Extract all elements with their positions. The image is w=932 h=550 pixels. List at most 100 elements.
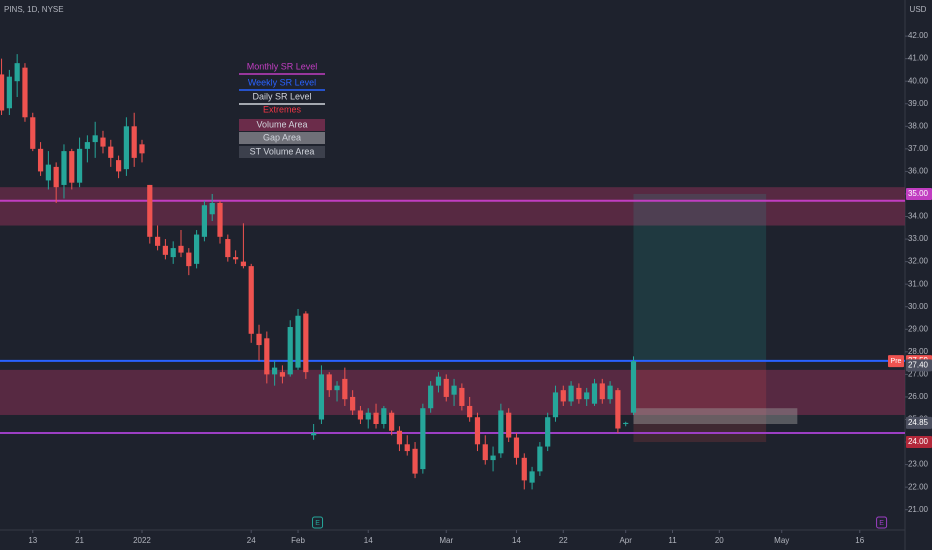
candle-body xyxy=(334,385,340,391)
candle-body xyxy=(123,126,129,170)
candle-body xyxy=(537,446,543,472)
candle-body xyxy=(420,408,426,470)
price-label: 27.40 xyxy=(908,360,929,369)
candle-body xyxy=(233,257,239,260)
candle-body xyxy=(435,376,442,386)
candle-body xyxy=(630,361,637,413)
price-label-bg xyxy=(906,436,932,449)
y-tick-label: 32.00 xyxy=(908,257,929,266)
x-tick-label: 14 xyxy=(512,536,521,545)
candle-body xyxy=(474,417,481,445)
projection-box xyxy=(633,408,798,424)
x-tick-label: 16 xyxy=(855,536,864,545)
y-tick-label: 39.00 xyxy=(908,99,929,108)
candle-body xyxy=(568,385,574,402)
candle-body xyxy=(84,142,90,149)
candle-body xyxy=(396,430,403,445)
candle-body xyxy=(311,433,317,436)
candle-body xyxy=(108,146,114,158)
candle-body xyxy=(490,455,496,461)
candle-body xyxy=(53,166,59,188)
candle-body xyxy=(45,164,51,181)
candle-body xyxy=(194,234,200,264)
y-tick-label: 40.00 xyxy=(908,76,929,85)
candle-body xyxy=(303,313,309,373)
candle-body xyxy=(326,374,332,391)
candle-body xyxy=(607,385,613,400)
candle-body xyxy=(115,160,122,172)
candle-body xyxy=(264,338,270,375)
y-tick-label: 30.00 xyxy=(908,302,929,311)
candle-body xyxy=(287,327,293,375)
candle-body xyxy=(217,202,223,237)
x-tick-label: 2022 xyxy=(133,536,151,545)
price-label: 24.00 xyxy=(908,437,929,446)
price-label: 35.00 xyxy=(908,189,929,198)
candle-body xyxy=(459,387,465,406)
x-tick-label: Mar xyxy=(439,536,453,545)
y-tick-label: 27.00 xyxy=(908,369,929,378)
candle-body xyxy=(209,202,215,215)
candle-body xyxy=(154,236,161,246)
candle-body xyxy=(147,184,153,237)
earnings-label: E xyxy=(879,520,884,527)
candle-body xyxy=(342,378,348,400)
candle-body xyxy=(22,67,28,118)
y-tick-label: 38.00 xyxy=(908,121,929,130)
price-label: 24.85 xyxy=(908,418,929,427)
candle-body xyxy=(139,144,145,154)
legend-swatch xyxy=(239,146,325,158)
price-label-bg xyxy=(906,416,932,429)
candle-body xyxy=(451,385,457,395)
y-tick-label: 21.00 xyxy=(908,505,929,514)
price-tag: Pre xyxy=(891,358,902,365)
candle-body xyxy=(381,408,387,424)
legend-label: Extremes xyxy=(263,104,302,114)
y-tick-label: 31.00 xyxy=(908,279,929,288)
x-tick-label: 20 xyxy=(715,536,724,545)
candle-body xyxy=(256,333,262,346)
candle-body xyxy=(623,422,629,424)
candle-body xyxy=(92,135,98,143)
candle-body xyxy=(76,148,83,183)
candle-body xyxy=(170,248,176,258)
candle-body xyxy=(545,417,551,447)
candle-body xyxy=(591,383,598,404)
plot-area xyxy=(0,54,905,490)
candle-body xyxy=(6,76,12,109)
price-tag-bg xyxy=(888,355,904,368)
legend-label: Monthly SR Level xyxy=(247,61,318,71)
candle-body xyxy=(37,148,44,172)
candle-body xyxy=(0,74,5,111)
candle-body xyxy=(30,117,36,149)
candle-body xyxy=(552,392,559,418)
y-tick-label: 36.00 xyxy=(908,167,929,176)
candle-body xyxy=(560,390,566,402)
price-label-bg xyxy=(906,187,932,200)
currency: USD xyxy=(910,5,927,14)
candle-body xyxy=(248,266,254,334)
x-tick-label: 21 xyxy=(75,536,84,545)
candle-body xyxy=(350,396,356,411)
legend-swatch xyxy=(239,132,325,144)
legend-label: ST Volume Area xyxy=(250,146,315,156)
y-tick-label: 22.00 xyxy=(908,482,929,491)
candle-body xyxy=(404,444,410,452)
projection-box xyxy=(633,360,767,443)
projection-box xyxy=(633,193,767,361)
candle-body xyxy=(131,126,137,158)
x-tick-label: Apr xyxy=(619,536,632,545)
candle-body xyxy=(615,390,621,429)
candle-body xyxy=(100,137,106,147)
candle-body xyxy=(61,151,67,185)
y-tick-label: 23.00 xyxy=(908,460,929,469)
candle-body xyxy=(69,151,75,183)
candle-body xyxy=(576,387,582,400)
candle-body xyxy=(162,245,168,255)
legend-swatch xyxy=(239,119,325,131)
candle-body xyxy=(279,372,286,377)
candle-body xyxy=(467,405,473,418)
candle-body xyxy=(498,410,504,454)
legend-label: Weekly SR Level xyxy=(248,77,316,87)
